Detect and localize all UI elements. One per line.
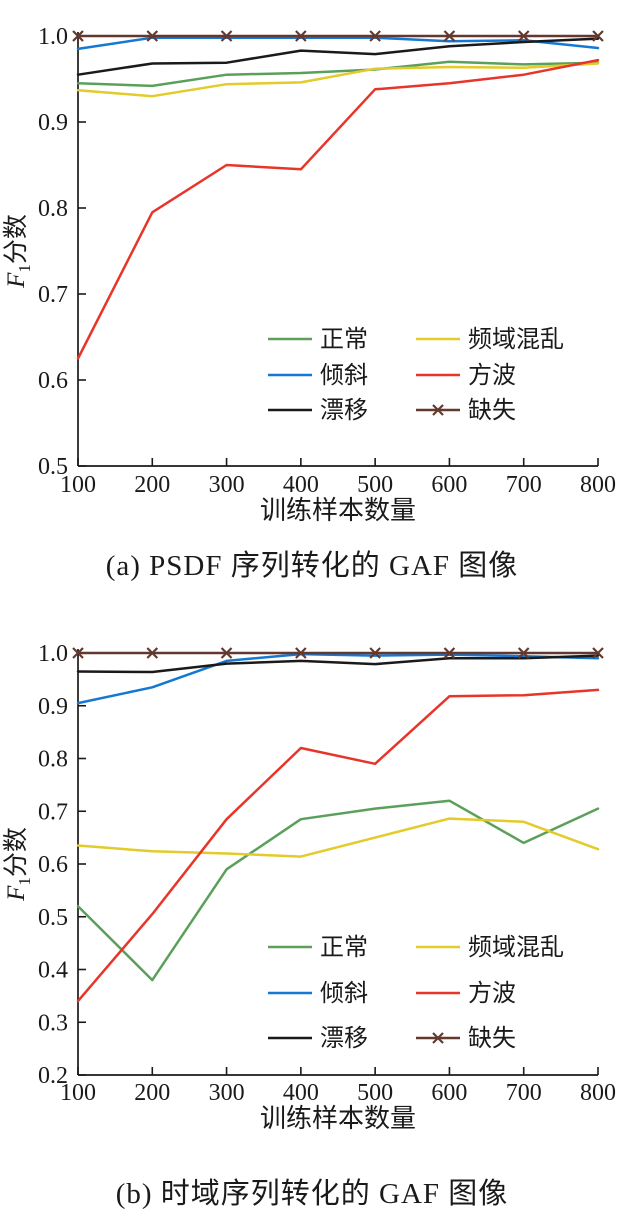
x-tick-label: 400 (283, 1080, 319, 1106)
y-tick-label: 0.5 (38, 454, 68, 480)
axes: 100 200 300 400 500 600 700 800 0.5 0.6 0.7 0.8 0.9 1… (2, 24, 616, 525)
y-tick-label: 0.8 (38, 747, 68, 773)
series (72, 30, 604, 360)
y-tick-label: 0.7 (38, 282, 68, 308)
legend-label: 方波 (468, 980, 516, 1007)
x-tick-label: 800 (580, 1080, 616, 1106)
series-line-2 (76, 37, 600, 76)
caption-b: (b) 时域序列转化的 GAF 图像 (115, 1178, 509, 1210)
y-tick-label: 0.6 (38, 852, 68, 878)
y-tick-label: 1.0 (38, 641, 68, 667)
legend-label: 频域混乱 (468, 326, 564, 353)
chart-a-container: 100 200 300 400 500 600 700 800 0.5 0.6 0.7 0.8 0.9 1… (0, 0, 624, 584)
series-line-3 (76, 817, 600, 858)
x-tick-label: 600 (431, 1080, 467, 1106)
x-tick-label: 300 (209, 472, 245, 498)
y-tick-label: 0.9 (38, 694, 68, 720)
y-tick-label: 0.4 (38, 958, 68, 984)
y-tick-label: 0.5 (38, 905, 68, 931)
series-line-3 (76, 62, 600, 98)
x-axis-label: 训练样本数量 (260, 1104, 416, 1133)
series-line-2 (76, 654, 600, 674)
y-axis-label: F1分数 (2, 827, 34, 902)
legend-label: 正常 (320, 934, 368, 961)
legend-label: 倾斜 (320, 980, 368, 1007)
legend-label: 漂移 (320, 1025, 368, 1052)
x-tick-label: 200 (134, 1080, 170, 1106)
series-line-1 (76, 652, 600, 705)
x-tick-label: 100 (60, 1080, 96, 1106)
chart-b-container: 100 200 300 400 500 600 700 800 0.2 0.3 0.4 0.5 0.6 0… (0, 628, 624, 1212)
legend-label: 方波 (468, 362, 516, 389)
y-tick-label: 0.6 (38, 368, 68, 394)
chart-a-plot: 100 200 300 400 500 600 700 800 0.5 0.6 0.7 0.8 0.9 1… (2, 24, 616, 525)
x-tick-label: 600 (431, 472, 467, 498)
y-tick-label: 0.9 (38, 110, 68, 136)
series-line-1 (76, 36, 600, 51)
caption-a: (a) PSDF 序列转化的 GAF 图像 (105, 550, 519, 582)
x-tick-label: 400 (283, 472, 319, 498)
x-tick-label: 700 (506, 472, 542, 498)
x-tick-label: 700 (506, 1080, 542, 1106)
legend-label: 正常 (320, 326, 368, 353)
legend-label: 倾斜 (320, 362, 368, 389)
y-tick-label: 0.2 (38, 1063, 68, 1089)
y-tick-label: 0.8 (38, 196, 68, 222)
series-line-0 (76, 799, 600, 982)
x-tick-label: 800 (580, 472, 616, 498)
x-tick-label: 200 (134, 472, 170, 498)
series-line-4 (76, 58, 600, 360)
y-axis-label: F1分数 (2, 214, 34, 289)
legend-label: 频域混乱 (468, 934, 564, 961)
series-line-0 (76, 60, 600, 88)
legend-label: 漂移 (320, 397, 368, 424)
x-tick-label: 500 (357, 472, 393, 498)
y-tick-label: 0.7 (38, 799, 68, 825)
chart-b-plot: 100 200 300 400 500 600 700 800 0.2 0.3 0.4 0.5 0.6 0… (2, 641, 616, 1133)
y-tick-label: 0.3 (38, 1010, 68, 1036)
x-axis-label: 训练样本数量 (260, 496, 416, 525)
series-line-4 (76, 688, 600, 1003)
x-tick-label: 100 (60, 472, 96, 498)
y-tick-label: 1.0 (38, 24, 68, 50)
axes: 100 200 300 400 500 600 700 800 0.2 0.3 0.4 0.5 0.6 0… (2, 641, 616, 1133)
legend-label: 缺失 (468, 1025, 516, 1052)
x-tick-label: 300 (209, 1080, 245, 1106)
x-tick-label: 500 (357, 1080, 393, 1106)
series (72, 647, 604, 1003)
legend-label: 缺失 (468, 397, 516, 424)
